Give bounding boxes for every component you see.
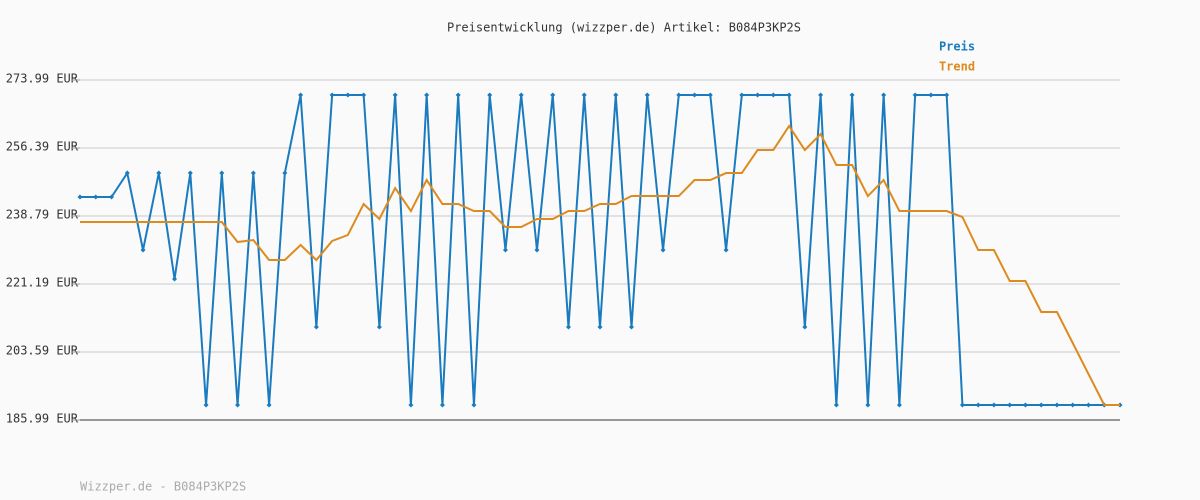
grid: 185.99 EUR 203.59 EUR 221.19 EUR 238.79 EUR… (6, 72, 1120, 426)
y-tick-label: 238.79 EUR (6, 208, 79, 222)
data-point (786, 92, 792, 98)
y-tick-label: 185.99 EUR (6, 412, 79, 426)
data-point (534, 247, 540, 253)
data-point (755, 92, 761, 98)
data-point (991, 402, 997, 408)
data-point (392, 92, 398, 98)
data-point (739, 92, 745, 98)
data-point (203, 402, 209, 408)
data-point (502, 247, 508, 253)
data-point (266, 402, 272, 408)
data-point (644, 92, 650, 98)
data-point (408, 402, 414, 408)
data-point (660, 247, 666, 253)
y-tick-label: 256.39 EUR (6, 140, 79, 154)
legend-entry: Trend (939, 60, 975, 74)
data-point (975, 402, 981, 408)
data-point (833, 402, 839, 408)
data-point (1007, 402, 1013, 408)
data-point (849, 92, 855, 98)
data-point (156, 170, 162, 176)
chart-title: Preisentwicklung (wizzper.de) Artikel: B… (447, 21, 801, 35)
data-point (692, 92, 698, 98)
data-point (109, 194, 115, 200)
data-point (818, 92, 824, 98)
data-point (471, 402, 477, 408)
y-tick-label: 221.19 EUR (6, 276, 79, 290)
data-point (424, 92, 430, 98)
data-point (1054, 402, 1060, 408)
data-point (439, 402, 445, 408)
footer: Wizzper.de - B084P3KP2S (80, 480, 246, 494)
data-point (124, 170, 130, 176)
data-point (487, 92, 493, 98)
data-point (376, 324, 382, 330)
data-point (881, 92, 887, 98)
data-point (235, 402, 241, 408)
legend-entry: Preis (939, 40, 975, 54)
data-point (298, 92, 304, 98)
data-point (518, 92, 524, 98)
data-point (959, 402, 965, 408)
y-tick-label: 273.99 EUR (6, 72, 79, 86)
data-point (219, 170, 225, 176)
data-point (707, 92, 713, 98)
data-point (597, 324, 603, 330)
data-point (250, 170, 256, 176)
data-point (140, 247, 146, 253)
data-point (313, 324, 319, 330)
data-point (1022, 402, 1028, 408)
data-point (77, 194, 83, 200)
data-point (1085, 402, 1091, 408)
data-point (865, 402, 871, 408)
plot: Preis Trend (77, 40, 1123, 408)
data-point (802, 324, 808, 330)
y-tick-label: 203.59 EUR (6, 344, 79, 358)
data-point (550, 92, 556, 98)
data-point (329, 92, 335, 98)
data-point (676, 92, 682, 98)
data-point (770, 92, 776, 98)
data-point (613, 92, 619, 98)
data-point (172, 276, 178, 282)
data-point (361, 92, 367, 98)
data-point (896, 402, 902, 408)
data-point (1070, 402, 1076, 408)
data-point (1038, 402, 1044, 408)
data-point (187, 170, 193, 176)
data-point (345, 92, 351, 98)
data-point (282, 170, 288, 176)
data-point (455, 92, 461, 98)
data-point (928, 92, 934, 98)
data-point (944, 92, 950, 98)
data-point (723, 247, 729, 253)
series-line (80, 124, 1120, 407)
data-point (93, 194, 99, 200)
data-point (581, 92, 587, 98)
data-point (629, 324, 635, 330)
data-point (912, 92, 918, 98)
data-point (565, 324, 571, 330)
